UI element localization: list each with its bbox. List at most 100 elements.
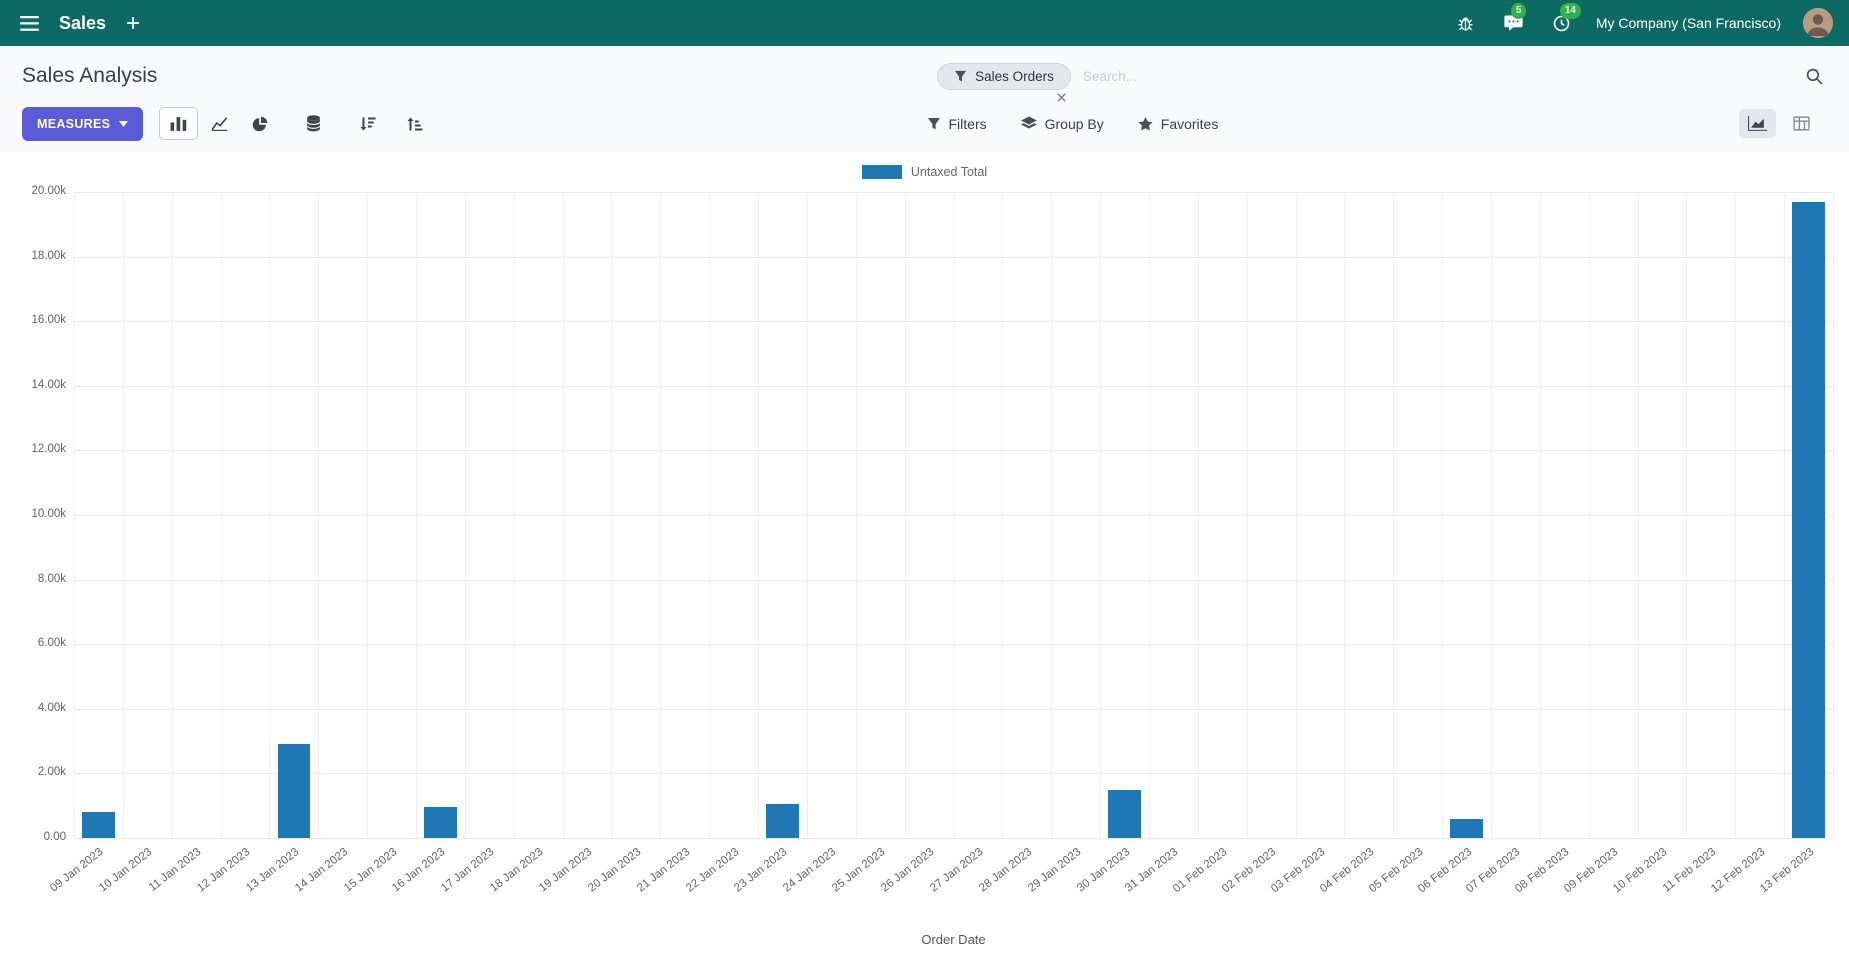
bar-06 Feb 2023[interactable] <box>1450 818 1483 838</box>
apps-menu-button[interactable] <box>16 12 43 35</box>
group-by-menu-button[interactable]: Group By <box>1019 110 1106 138</box>
sort-ascending-button[interactable] <box>395 107 434 141</box>
y-axis-tick-label: 14.00k <box>31 378 66 391</box>
line-chart-mode-button[interactable] <box>200 107 239 140</box>
star-icon <box>1138 116 1153 130</box>
activities-button[interactable]: 14 <box>1549 2 1581 36</box>
measures-label: MEASURES <box>37 116 111 131</box>
navbar-left: Sales <box>16 12 144 35</box>
v-gridline <box>1197 192 1199 838</box>
filter-group: Filters Group By Favorites <box>925 110 1221 138</box>
facet-remove-button[interactable] <box>1057 92 1066 102</box>
v-gridline <box>660 192 662 838</box>
group-by-label: Group By <box>1044 115 1104 132</box>
layers-icon <box>1020 116 1037 129</box>
v-gridline <box>562 192 564 838</box>
bar-09 Jan 2023[interactable] <box>82 812 115 838</box>
legend-swatch <box>861 165 902 179</box>
user-menu-button[interactable] <box>1803 8 1833 38</box>
stacked-toggle-button[interactable] <box>295 106 332 141</box>
pie-chart-icon <box>252 116 268 131</box>
favorites-menu-button[interactable]: Favorites <box>1136 110 1221 138</box>
app-name[interactable]: Sales <box>59 12 107 33</box>
v-gridline <box>269 192 271 838</box>
v-gridline <box>1100 192 1102 838</box>
y-axis-tick-label: 8.00k <box>37 572 66 585</box>
search-submit-button[interactable] <box>1802 64 1827 89</box>
top-navbar: Sales 5 <box>0 0 1849 46</box>
search-facet-sales-orders[interactable]: Sales Orders <box>937 62 1071 90</box>
search-icon <box>1806 68 1823 85</box>
bar-13 Jan 2023[interactable] <box>277 744 310 838</box>
pivot-table-icon <box>1793 116 1810 131</box>
chart-plot-area[interactable]: 0.00 2.00k 4.00k 6.00k 8.00k 10.00k 12.00k 14.0… <box>0 185 1849 932</box>
systray: 5 14 My Company (San Francisco) <box>1453 2 1833 38</box>
bug-icon <box>1458 17 1473 31</box>
stacked-icon <box>306 115 321 132</box>
bar-chart-icon <box>170 117 187 131</box>
sort-descending-icon <box>360 117 376 130</box>
chat-bubble-icon <box>1504 15 1523 31</box>
plus-icon <box>127 17 140 29</box>
sort-ascending-icon <box>407 117 423 130</box>
v-gridline <box>220 192 222 838</box>
y-axis-tick-label: 20.00k <box>31 185 66 197</box>
v-gridline <box>464 192 466 838</box>
company-switcher[interactable]: My Company (San Francisco) <box>1595 15 1781 31</box>
search-bar[interactable]: Sales Orders <box>937 61 1827 102</box>
v-gridline <box>367 192 369 838</box>
v-gridline <box>1442 192 1444 838</box>
bar-chart-mode-button[interactable] <box>159 107 199 140</box>
bar-23 Jan 2023[interactable] <box>766 804 799 838</box>
line-chart-icon <box>211 117 228 131</box>
filters-menu-button[interactable]: Filters <box>925 110 989 138</box>
favorites-label: Favorites <box>1160 115 1219 132</box>
v-gridline <box>1637 192 1639 838</box>
v-gridline <box>1344 192 1346 838</box>
v-gridline <box>1735 192 1737 838</box>
graph-view-button[interactable] <box>1739 109 1776 138</box>
search-options: Filters Group By Favorites <box>925 109 1828 138</box>
messages-badge: 5 <box>1510 2 1527 19</box>
y-axis-tick-label: 16.00k <box>31 314 66 327</box>
y-axis-tick-label: 18.00k <box>31 249 66 262</box>
messages-button[interactable]: 5 <box>1500 2 1527 36</box>
pie-chart-mode-button[interactable] <box>241 107 279 141</box>
h-gridline <box>74 838 1833 839</box>
plus-button[interactable] <box>122 12 144 34</box>
graph-view: Untaxed Total 0.00 2.00k 4.00k 6.00k 8.00k 10… <box>0 152 1849 958</box>
measures-button[interactable]: MEASURES <box>22 106 144 141</box>
y-axis-tick-label: 0.00 <box>43 831 66 843</box>
facet-label: Sales Orders <box>975 68 1054 84</box>
y-axis-tick-label: 2.00k <box>37 766 66 779</box>
v-gridline <box>709 192 711 838</box>
breadcrumb-row: Sales Analysis Sales Orders <box>22 59 1827 102</box>
v-gridline <box>855 192 857 838</box>
bar-16 Jan 2023[interactable] <box>424 807 457 838</box>
area-chart-icon <box>1748 116 1767 131</box>
search-facet-wrap: Sales Orders <box>937 62 1071 102</box>
v-gridline <box>1833 192 1834 838</box>
chart-legend[interactable]: Untaxed Total <box>0 158 1849 186</box>
control-panel: Sales Analysis Sales Orders <box>0 46 1849 152</box>
sort-descending-button[interactable] <box>348 107 387 141</box>
bar-13 Feb 2023[interactable] <box>1792 201 1825 838</box>
v-gridline <box>806 192 808 838</box>
v-gridline <box>122 192 124 838</box>
y-axis-tick-label: 12.00k <box>31 443 66 456</box>
search-input[interactable] <box>1082 68 1790 84</box>
y-axis-tick-label: 6.00k <box>37 637 66 650</box>
chart-type-group <box>159 107 279 141</box>
filters-funnel-icon <box>927 117 940 129</box>
v-gridline <box>953 192 955 838</box>
pivot-view-button[interactable] <box>1784 109 1819 138</box>
debug-button[interactable] <box>1453 11 1478 36</box>
bar-30 Jan 2023[interactable] <box>1108 789 1141 838</box>
v-gridline <box>1393 192 1395 838</box>
caret-down-icon <box>119 120 129 127</box>
x-axis-title: Order Date <box>921 932 986 947</box>
activities-badge: 14 <box>1559 2 1581 19</box>
v-gridline <box>318 192 320 838</box>
v-gridline <box>1588 192 1590 838</box>
